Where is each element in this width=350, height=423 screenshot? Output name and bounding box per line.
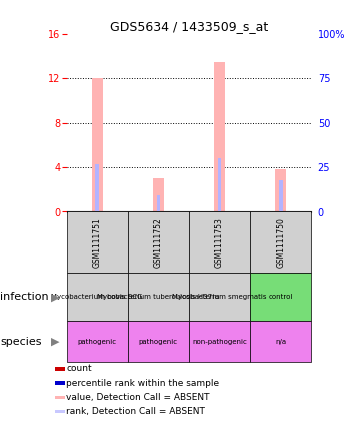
Bar bbox=[55, 410, 65, 413]
Bar bbox=[218, 158, 222, 212]
Text: GSM1111753: GSM1111753 bbox=[215, 217, 224, 268]
Text: ▶: ▶ bbox=[51, 292, 60, 302]
Text: Mycobacterium bovis BCG: Mycobacterium bovis BCG bbox=[51, 294, 143, 300]
Bar bbox=[66, 321, 128, 362]
Text: pathogenic: pathogenic bbox=[78, 338, 117, 345]
Bar bbox=[55, 396, 65, 399]
Text: non-pathogenic: non-pathogenic bbox=[192, 338, 247, 345]
Bar bbox=[128, 212, 189, 273]
Bar bbox=[189, 273, 250, 321]
Bar bbox=[189, 321, 250, 362]
Bar bbox=[92, 78, 103, 212]
Text: Mycobacterium smegmatis: Mycobacterium smegmatis bbox=[172, 294, 267, 300]
Bar bbox=[66, 273, 128, 321]
Bar bbox=[250, 212, 312, 273]
Text: GSM1111751: GSM1111751 bbox=[93, 217, 101, 267]
Bar bbox=[66, 212, 128, 273]
Bar bbox=[55, 367, 65, 371]
Bar bbox=[156, 195, 160, 212]
Text: rank, Detection Call = ABSENT: rank, Detection Call = ABSENT bbox=[66, 407, 205, 416]
Bar bbox=[95, 164, 99, 212]
Text: Mycobacterium tuberculosis H37ra: Mycobacterium tuberculosis H37ra bbox=[97, 294, 219, 300]
Bar bbox=[279, 181, 283, 212]
Bar bbox=[128, 321, 189, 362]
Bar bbox=[55, 382, 65, 385]
Text: count: count bbox=[66, 364, 92, 374]
Bar bbox=[189, 212, 250, 273]
Text: GSM1111750: GSM1111750 bbox=[276, 217, 285, 268]
Text: infection: infection bbox=[0, 292, 49, 302]
Text: n/a: n/a bbox=[275, 338, 286, 345]
Text: value, Detection Call = ABSENT: value, Detection Call = ABSENT bbox=[66, 393, 210, 402]
Bar bbox=[250, 321, 312, 362]
Text: control: control bbox=[269, 294, 293, 300]
Bar bbox=[214, 62, 225, 212]
Text: ▶: ▶ bbox=[51, 337, 60, 346]
Text: species: species bbox=[0, 337, 42, 346]
Title: GDS5634 / 1433509_s_at: GDS5634 / 1433509_s_at bbox=[110, 20, 268, 33]
Text: pathogenic: pathogenic bbox=[139, 338, 178, 345]
Text: GSM1111752: GSM1111752 bbox=[154, 217, 163, 267]
Bar bbox=[153, 178, 164, 212]
Bar bbox=[128, 273, 189, 321]
Text: percentile rank within the sample: percentile rank within the sample bbox=[66, 379, 219, 387]
Bar bbox=[250, 273, 312, 321]
Bar bbox=[275, 169, 286, 212]
